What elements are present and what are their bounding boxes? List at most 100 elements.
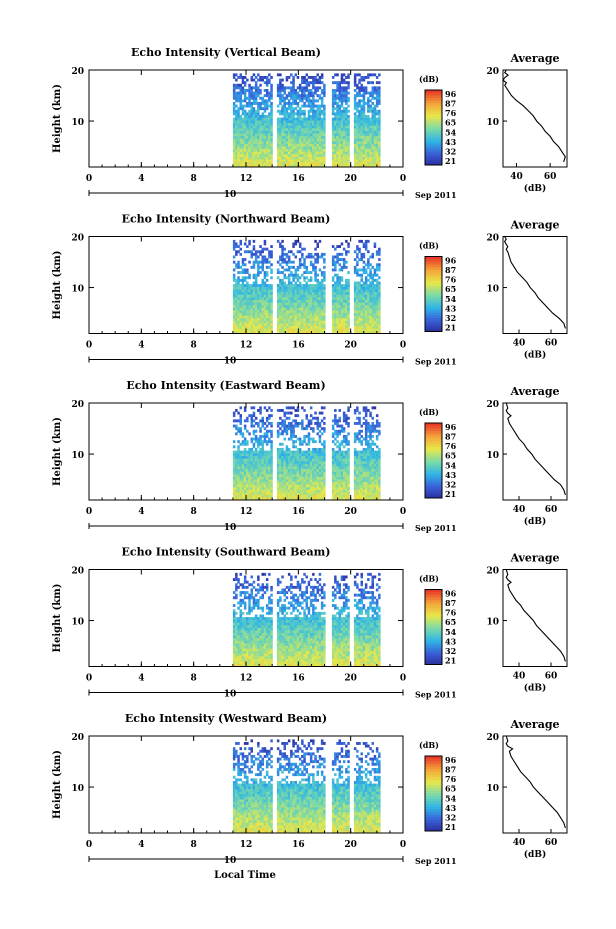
heatmap-cell <box>309 484 313 488</box>
heatmap-cell <box>279 146 282 150</box>
heatmap-cell <box>239 138 242 142</box>
heatmap-cell <box>312 429 315 433</box>
heatmap-cell <box>237 419 240 423</box>
heatmap-cell <box>270 304 273 308</box>
heatmap-cell <box>307 312 311 316</box>
heatmap-cell <box>283 317 286 321</box>
heatmap-cell <box>263 484 267 488</box>
heatmap-cell <box>340 307 344 311</box>
heatmap-cell <box>356 94 359 98</box>
heatmap-cell <box>314 151 317 155</box>
heatmap-cell <box>270 466 273 470</box>
heatmap-cell <box>342 151 346 155</box>
heatmap-cell <box>294 96 297 100</box>
heatmap-cell <box>287 494 291 498</box>
heatmap-cell <box>265 148 269 152</box>
heatmap-cell <box>358 281 361 285</box>
heatmap-cell <box>318 463 322 467</box>
heatmap-cell <box>241 453 245 457</box>
heatmap-cell <box>254 481 258 485</box>
heatmap-cell <box>281 409 284 412</box>
heatmap-cell <box>305 416 308 420</box>
heatmap-cell <box>241 299 245 303</box>
heatmap-cell <box>373 146 377 150</box>
heatmap-cell <box>367 325 370 329</box>
heatmap-cell <box>320 411 324 415</box>
heatmap-cell <box>340 291 344 295</box>
heatmap-cell <box>265 141 269 144</box>
heatmap-cell <box>314 330 317 334</box>
x-tick-label: 0 <box>400 341 406 351</box>
heatmap-cell <box>241 474 245 477</box>
heatmap-cell <box>316 128 319 131</box>
heatmap-cell <box>336 440 339 444</box>
heatmap-cell <box>316 492 319 496</box>
heatmap-cell <box>309 117 313 121</box>
heatmap-cell <box>239 239 242 243</box>
heatmap-cell <box>252 429 256 433</box>
heatmap-cell <box>312 94 315 98</box>
heatmap-cell <box>369 161 372 165</box>
heatmap-cell <box>263 474 267 477</box>
heatmap-cell <box>270 450 273 454</box>
heatmap-cell <box>303 78 306 82</box>
heatmap-cell <box>312 289 315 293</box>
heatmap-cell <box>290 94 293 98</box>
heatmap-cell <box>362 143 366 147</box>
heatmap-cell <box>340 276 344 280</box>
heatmap-cell <box>241 494 245 498</box>
heatmap-cell <box>243 299 247 303</box>
colorbar-band <box>425 259 442 263</box>
heatmap-cell <box>331 453 335 457</box>
heatmap-cell <box>338 487 341 490</box>
heatmap-cell <box>338 307 341 311</box>
heatmap-cell <box>259 320 262 324</box>
heatmap-cell <box>283 429 286 433</box>
heatmap-cell <box>246 461 249 464</box>
heatmap-cell <box>334 487 337 490</box>
heatmap-cell <box>298 497 302 501</box>
heatmap-cell <box>358 115 361 118</box>
heatmap-cell <box>301 325 304 329</box>
heatmap-cell <box>243 409 247 412</box>
heatmap-cell <box>318 317 322 321</box>
heatmap-cell <box>294 271 297 274</box>
heatmap-cell <box>265 278 269 282</box>
heatmap-cell <box>248 242 251 246</box>
heatmap-cell <box>314 86 317 90</box>
heatmap-cell <box>237 448 240 451</box>
heatmap-cell <box>301 294 304 298</box>
heatmap-cell <box>314 492 317 496</box>
heatmap-cell <box>292 297 295 300</box>
heatmap-cell <box>323 115 326 118</box>
heatmap-cell <box>369 151 372 155</box>
panel-3: Echo Intensity (Eastward Beam)Height (km… <box>52 379 568 533</box>
heatmap-cell <box>305 414 308 418</box>
heatmap-cell <box>281 245 284 248</box>
heatmap-cell <box>367 146 370 150</box>
heatmap-cell <box>334 151 337 155</box>
heatmap-cell <box>259 481 262 485</box>
heatmap-cell <box>283 154 286 157</box>
heatmap-cell <box>235 328 238 332</box>
heatmap-cell <box>358 133 361 137</box>
heatmap-cell <box>362 107 366 111</box>
heatmap-cell <box>303 466 306 470</box>
heatmap-cell <box>338 286 341 290</box>
heatmap-cell <box>237 156 240 160</box>
heatmap-cell <box>296 315 300 319</box>
heatmap-cell <box>356 497 359 501</box>
heatmap-cell <box>307 307 311 311</box>
heatmap-cell <box>292 328 295 332</box>
heatmap-cell <box>316 294 319 298</box>
heatmap-cell <box>261 148 264 152</box>
heatmap-cell <box>312 453 315 457</box>
heatmap-cell <box>263 258 267 261</box>
heatmap-cell <box>340 96 344 100</box>
heatmap-cell <box>239 156 242 160</box>
heatmap-cell <box>301 463 304 467</box>
heatmap-cell <box>239 463 242 467</box>
heatmap-cell <box>290 73 293 77</box>
heatmap-cell <box>287 427 291 431</box>
heatmap-cell <box>307 164 311 168</box>
